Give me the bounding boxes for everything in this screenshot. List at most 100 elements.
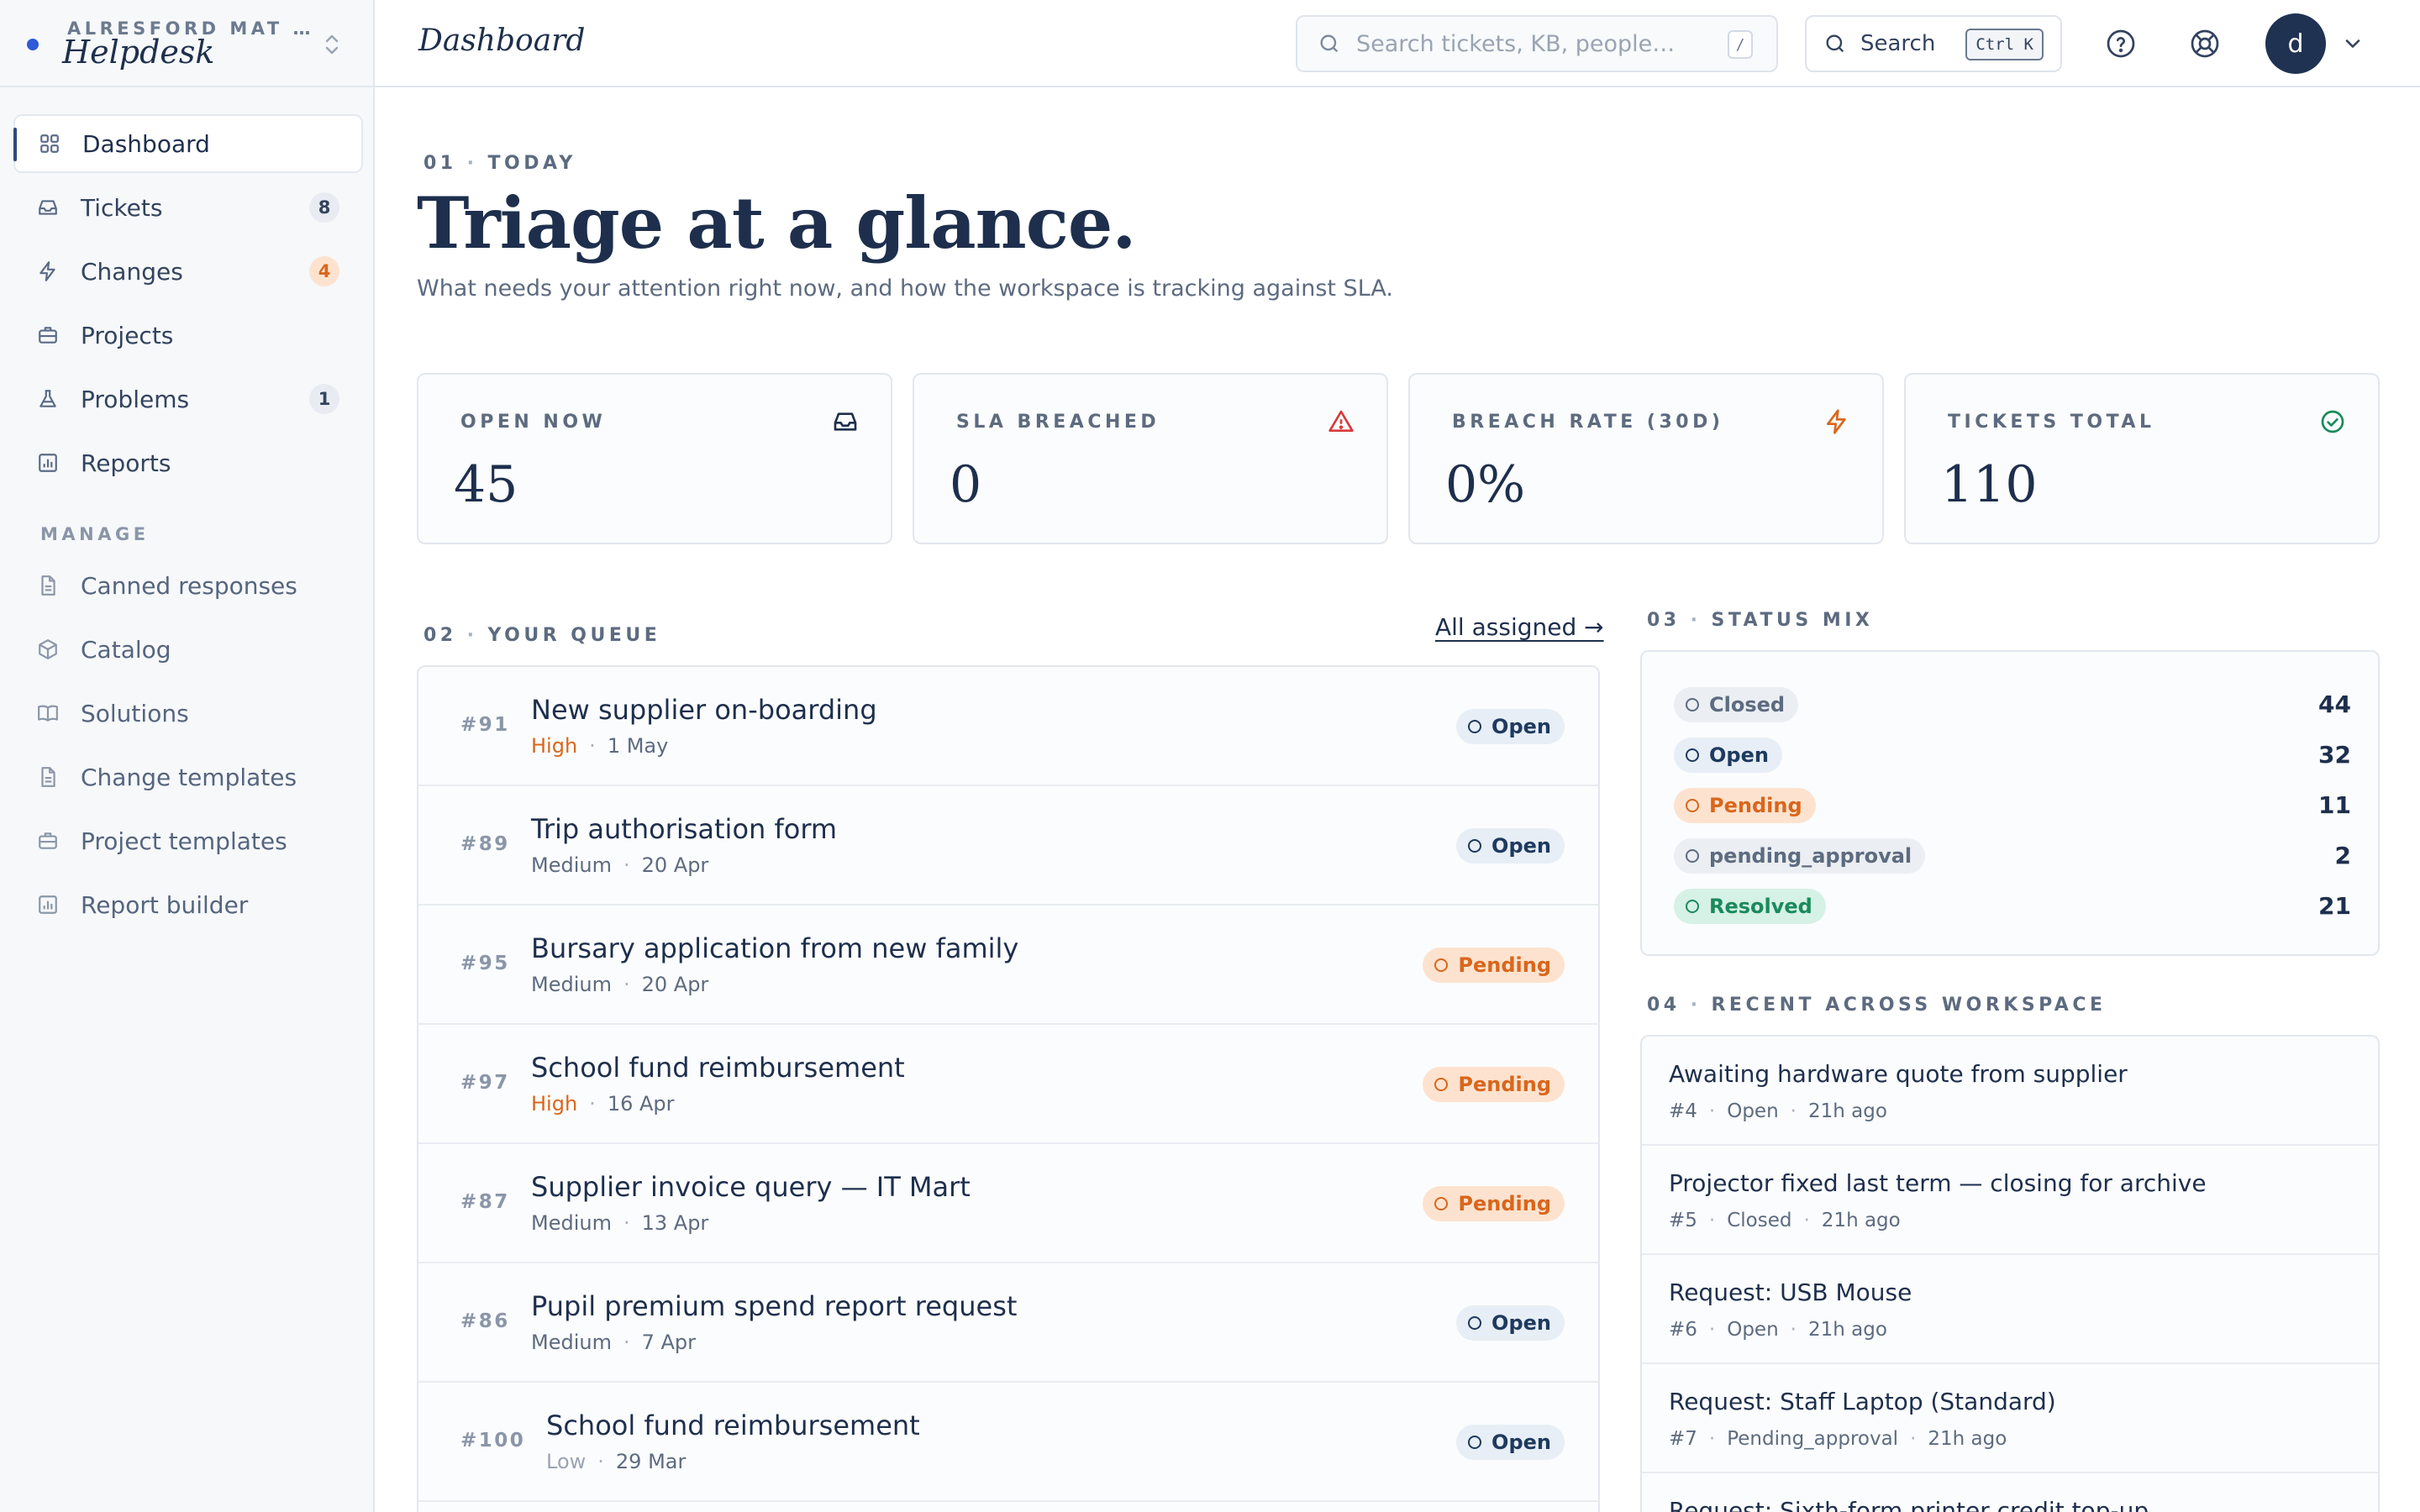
sidebar-item-report-builder[interactable]: Report builder xyxy=(13,875,363,934)
status-ring-icon xyxy=(1434,1197,1449,1210)
sidebar-item-dashboard[interactable]: Dashboard xyxy=(13,114,363,173)
workspace-switcher[interactable]: ALRESFORD MAT … Helpdesk xyxy=(0,0,375,87)
status-badge: Closed xyxy=(1674,687,1799,722)
status-count: 21 xyxy=(2318,892,2351,920)
list-item[interactable]: Closed 44 xyxy=(1674,687,2351,724)
search-input[interactable] xyxy=(1356,30,1726,57)
check-circle-icon xyxy=(2319,408,2346,435)
status-ring-icon xyxy=(1686,900,1699,913)
status-ring-icon xyxy=(1686,748,1699,762)
sidebar-item-change-templates[interactable]: Change templates xyxy=(13,748,363,806)
eyebrow-number: 03 xyxy=(1647,610,1681,631)
sidebar-item-problems[interactable]: Problems 1 xyxy=(13,370,363,428)
list-item[interactable]: Request: Sixth-form printer credit top-u… xyxy=(1642,1473,2378,1512)
ticket-meta: Medium · 7 Apr xyxy=(531,1331,697,1354)
sidebar-item-project-templates[interactable]: Project templates xyxy=(13,811,363,870)
chevron-down-icon[interactable] xyxy=(2341,32,2365,55)
status-count: 32 xyxy=(2318,741,2351,769)
sidebar-item-changes[interactable]: Changes 4 xyxy=(13,242,363,301)
status-label: Pending xyxy=(1458,1073,1551,1096)
table-row[interactable]: #97 School fund reimbursement High · 16 Ap… xyxy=(418,1025,1598,1144)
list-item[interactable]: Projector fixed last term — closing for … xyxy=(1642,1146,2378,1255)
all-assigned-link[interactable]: All assigned → xyxy=(1435,613,1604,641)
table-row[interactable]: #100 School fund reimbursement Low · 29 Ma… xyxy=(418,1383,1598,1502)
list-item[interactable]: Awaiting hardware quote from supplier #4… xyxy=(1642,1037,2378,1146)
inbox-icon xyxy=(832,408,859,435)
global-search[interactable]: / xyxy=(1296,15,1778,72)
list-item[interactable]: Request: USB Mouse #6 · Open · 21h ago xyxy=(1642,1255,2378,1364)
today-eyebrow: 01 · TODAY xyxy=(424,153,576,174)
sidebar-item-tickets[interactable]: Tickets 8 xyxy=(13,178,363,237)
status-count: 44 xyxy=(2318,690,2351,718)
stat-card-breach-rate: BREACH RATE (30D) 0% xyxy=(1408,373,1884,544)
recent-ticket-id: #4 xyxy=(1669,1100,1697,1122)
table-row[interactable]: #87 Supplier invoice query — IT Mart Med… xyxy=(418,1144,1598,1263)
stat-card-open-now: OPEN NOW 45 xyxy=(417,373,892,544)
sidebar-item-solutions[interactable]: Solutions xyxy=(13,684,363,743)
stat-label: SLA BREACHED xyxy=(956,412,1160,433)
search-icon xyxy=(1823,32,1847,55)
status-label: Open xyxy=(1491,834,1551,858)
briefcase-icon xyxy=(35,323,60,348)
status-label: Open xyxy=(1491,1311,1551,1335)
problems-count-badge: 1 xyxy=(309,384,339,414)
status-label: Pending xyxy=(1458,1192,1551,1215)
command-palette-shortcut: Ctrl K xyxy=(1965,29,2044,60)
ticket-id: #97 xyxy=(460,1072,510,1094)
stat-value: 110 xyxy=(1941,455,2038,514)
status-ring-icon xyxy=(1434,1078,1449,1091)
recent-ticket-id: #5 xyxy=(1669,1210,1697,1231)
status-badge: Open xyxy=(1456,1305,1565,1341)
recent-status: Closed xyxy=(1727,1210,1792,1231)
sidebar-item-label: Catalog xyxy=(81,635,171,664)
bar-chart-icon xyxy=(35,450,60,475)
eyebrow-number: 04 xyxy=(1647,995,1681,1016)
chevron-up-down-icon[interactable] xyxy=(323,32,341,57)
status-ring-icon xyxy=(1468,1316,1482,1330)
book-icon xyxy=(35,701,60,726)
ticket-date: 7 Apr xyxy=(641,1331,697,1354)
status-badge: Resolved xyxy=(1674,889,1826,924)
support-lifebuoy-icon[interactable] xyxy=(2186,25,2223,62)
recent-time: 21h ago xyxy=(1821,1210,1901,1231)
ticket-id: #95 xyxy=(460,953,510,974)
list-item[interactable]: Open 32 xyxy=(1674,738,2351,774)
inbox-icon xyxy=(35,195,60,220)
sidebar-item-reports[interactable]: Reports xyxy=(13,433,363,492)
recent-status: Open xyxy=(1727,1319,1779,1341)
eyebrow-number: 01 xyxy=(424,153,457,174)
list-item[interactable]: pending_approval 2 xyxy=(1674,838,2351,875)
sidebar-item-projects[interactable]: Projects xyxy=(13,306,363,365)
ticket-meta: Medium · 13 Apr xyxy=(531,1211,709,1235)
list-item[interactable]: Pending 11 xyxy=(1674,788,2351,825)
list-item[interactable]: Request: Staff Laptop (Standard) #7 · Pend… xyxy=(1642,1364,2378,1473)
status-mix-card: Closed 44 Open 32 Pending 11 pending_app… xyxy=(1640,650,2380,956)
sidebar-item-catalog[interactable]: Catalog xyxy=(13,620,363,679)
recent-eyebrow: 04 · RECENT ACROSS WORKSPACE xyxy=(1647,995,2107,1016)
ticket-priority: Low xyxy=(546,1450,587,1473)
command-palette-button[interactable]: Search Ctrl K xyxy=(1805,15,2062,72)
recent-title: Request: USB Mouse xyxy=(1669,1278,1912,1306)
help-icon[interactable] xyxy=(2102,25,2139,62)
warning-triangle-icon xyxy=(1328,408,1355,435)
status-ring-icon xyxy=(1686,698,1699,711)
recent-activity-list: Awaiting hardware quote from supplier #4… xyxy=(1640,1035,2380,1512)
stat-value: 45 xyxy=(454,455,518,514)
status-badge: Open xyxy=(1456,709,1565,744)
eyebrow-label: YOUR QUEUE xyxy=(487,625,661,646)
stat-card-tickets-total: TICKETS TOTAL 110 xyxy=(1904,373,2380,544)
avatar[interactable]: d xyxy=(2265,13,2326,74)
stat-card-sla-breached: SLA BREACHED 0 xyxy=(913,373,1388,544)
sidebar-item-label: Projects xyxy=(81,321,174,349)
queue-eyebrow: 02 · YOUR QUEUE xyxy=(424,625,661,646)
table-row[interactable]: #86 Pupil premium spend report request M… xyxy=(418,1263,1598,1383)
list-item[interactable]: Resolved 21 xyxy=(1674,889,2351,926)
sidebar-item-canned-responses[interactable]: Canned responses xyxy=(13,556,363,615)
sidebar-item-label: Report builder xyxy=(81,890,249,919)
table-row[interactable]: #91 New supplier on-boarding High · 1 May … xyxy=(418,667,1598,786)
eyebrow-label: STATUS MIX xyxy=(1711,610,1874,631)
status-label: Open xyxy=(1491,715,1551,738)
table-row[interactable]: #89 Trip authorisation form Medium · 20 Ap… xyxy=(418,786,1598,906)
table-row[interactable]: #95 Bursary application from new family … xyxy=(418,906,1598,1025)
briefcase-icon xyxy=(35,828,60,853)
